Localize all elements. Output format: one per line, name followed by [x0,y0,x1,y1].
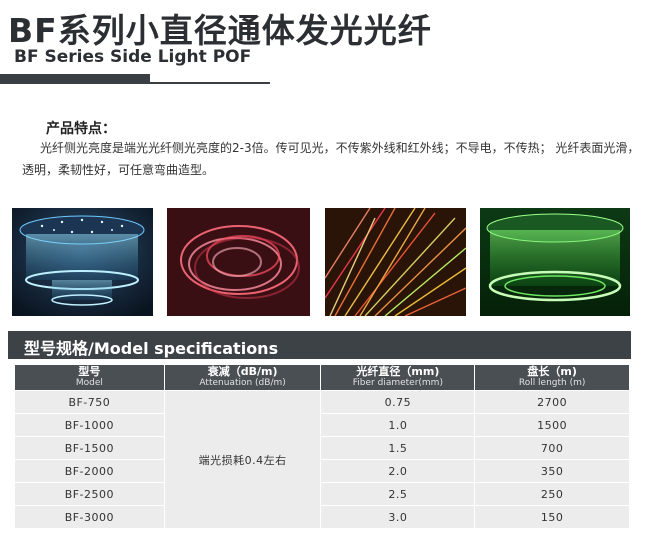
column-header-model: 型号 Model [14,364,165,391]
attenuation-cell: 端光损耗0.4左右 [163,390,322,529]
table-header-row: 型号 Model 衰减（dB/m) Attenuation (dB/m) 光纤直… [14,364,630,391]
specs-section-title: 型号规格/Model specifications [24,339,279,358]
model-cell: BF-2500 [14,482,165,506]
roll-length-cell: 150 [474,505,630,529]
diameter-cell: 1.0 [320,413,476,437]
diameter-cell: 2.0 [320,459,476,483]
specs-table: 型号 Model 衰减（dB/m) Attenuation (dB/m) 光纤直… [14,364,630,529]
diameter-cell: 3.0 [320,505,476,529]
table-row: BF-1000 1.0 1500 [14,413,630,437]
title-underline-bar [0,74,150,84]
model-cell: BF-750 [14,390,165,414]
model-cell: BF-1000 [14,413,165,437]
diameter-cell: 2.5 [320,482,476,506]
column-header-label: 衰减（dB/m) [207,365,278,378]
column-header-sublabel: Model [75,378,103,388]
column-header-label: 光纤直径（mm) [356,365,440,378]
column-header-sublabel: Roll length (m) [518,378,586,388]
column-header-sublabel: Attenuation (dB/m) [199,378,286,388]
fiber-loops-red-image [167,208,310,316]
features-heading: 产品特点： [46,121,116,137]
page-title: BF系列小直径通体发光光纤 [8,11,432,50]
chandelier-blue-image [12,208,153,316]
roll-length-cell: 250 [474,482,630,506]
diameter-cell: 1.5 [320,436,476,460]
table-row: BF-2000 2.0 350 [14,459,630,483]
chandelier-green-image [480,208,630,316]
page-subtitle: BF Series Side Light POF [14,47,252,67]
column-header-roll-length: 盘长（m) Roll length (m) [474,364,630,391]
table-row: BF-2500 2.5 250 [14,482,630,506]
model-cell: BF-1500 [14,436,165,460]
roll-length-cell: 350 [474,459,630,483]
model-cell: BF-2000 [14,459,165,483]
table-row: BF-3000 3.0 150 [14,505,630,529]
features-text: 光纤侧光亮度是端光光纤侧光亮度的2-3倍。传可见光，不传紫外线和红外线；不导电，… [22,141,640,177]
column-header-label: 盘长（m) [527,365,577,378]
column-header-sublabel: Fiber diameter(mm) [352,378,443,388]
model-cell: BF-3000 [14,505,165,529]
fiber-bundle-color-image [325,208,466,316]
title-underline-line [150,82,270,84]
diameter-cell: 0.75 [320,390,476,414]
roll-length-cell: 2700 [474,390,630,414]
column-header-diameter: 光纤直径（mm) Fiber diameter(mm) [320,364,476,391]
column-header-label: 型号 [78,365,101,378]
specs-section-header: 型号规格/Model specifications [8,331,631,359]
column-header-attenuation: 衰减（dB/m) Attenuation (dB/m) [163,364,322,391]
table-row: BF-750 端光损耗0.4左右 0.75 2700 [14,390,630,529]
table-row: BF-1500 1.5 700 [14,436,630,460]
roll-length-cell: 700 [474,436,630,460]
roll-length-cell: 1500 [474,413,630,437]
